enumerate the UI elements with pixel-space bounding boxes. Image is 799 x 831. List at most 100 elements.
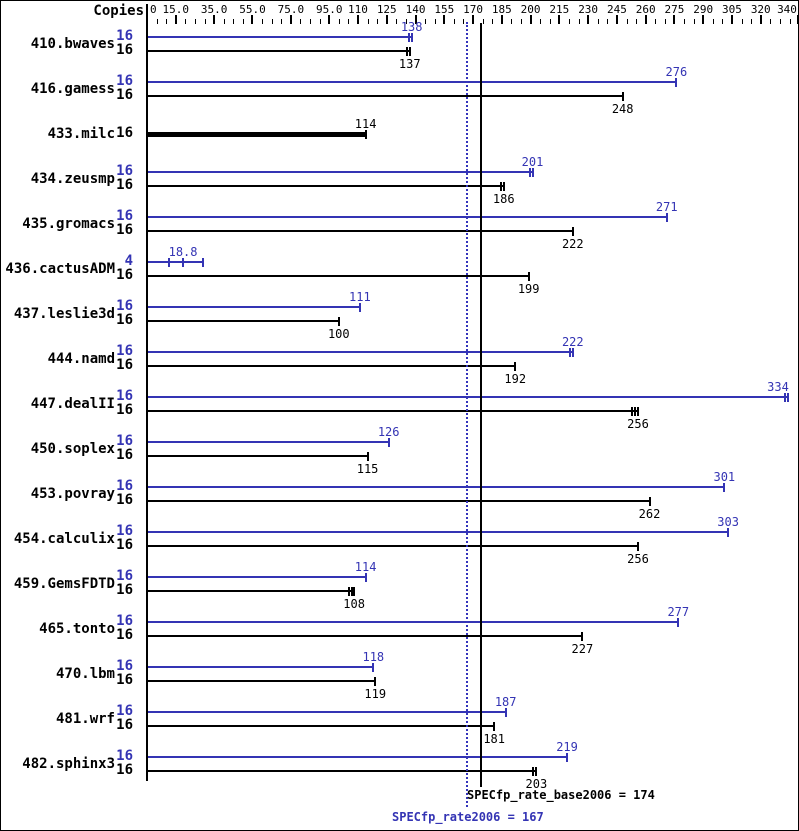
benchmark-label: 465.tonto xyxy=(39,621,115,637)
base-value-label: 119 xyxy=(364,687,387,701)
base-bar xyxy=(148,95,624,97)
x-axis-tick-label: 245 xyxy=(606,3,627,16)
peak-reference-line xyxy=(466,22,469,807)
base-bar xyxy=(148,590,356,592)
x-axis-minor-tick xyxy=(568,19,570,24)
x-axis-major-tick xyxy=(472,15,475,24)
peak-value-label: 111 xyxy=(349,290,371,304)
x-axis-tick-label: 260 xyxy=(635,3,656,16)
peak-bar xyxy=(148,396,789,398)
x-axis-minor-tick xyxy=(684,19,686,24)
peak-copies-label: 16 xyxy=(116,478,133,494)
copies-column-header: Copies xyxy=(93,3,144,19)
x-axis-tick-label: 290 xyxy=(693,3,714,16)
bar-end-tick xyxy=(637,407,639,416)
x-axis-minor-tick xyxy=(578,19,580,24)
peak-copies-label: 16 xyxy=(116,523,133,539)
x-axis-minor-tick xyxy=(367,19,369,24)
bar-end-tick xyxy=(621,92,624,101)
base-value-label: 114 xyxy=(354,117,377,131)
peak-value-label: 301 xyxy=(713,470,736,484)
x-axis-tick-label: 215 xyxy=(549,3,570,16)
bar-end-tick xyxy=(634,407,637,416)
benchmark-label: 470.lbm xyxy=(55,666,115,682)
peak-value-label: 222 xyxy=(561,335,584,349)
base-copies-label: 16 xyxy=(116,582,133,598)
peak-copies-label: 16 xyxy=(116,748,133,764)
x-axis-tick-label: 75.0 xyxy=(277,3,305,16)
bar-end-tick xyxy=(366,452,369,461)
base-value-label: 137 xyxy=(398,57,421,71)
bar-end-tick xyxy=(202,258,204,267)
x-axis-minor-tick xyxy=(185,19,187,24)
base-bar xyxy=(148,132,367,137)
bar-end-tick xyxy=(168,258,171,267)
x-axis-major-tick xyxy=(328,15,331,24)
bar-end-tick xyxy=(504,708,507,717)
x-axis-major-tick xyxy=(356,15,359,24)
x-axis-tick-label: 95.0 xyxy=(315,3,343,16)
peak-value-label: 187 xyxy=(494,695,517,709)
base-bar xyxy=(148,230,574,232)
bar-end-tick xyxy=(677,618,680,627)
x-axis-tick-label: 155 xyxy=(434,3,455,16)
bar-end-tick xyxy=(364,130,367,139)
x-axis-minor-tick xyxy=(166,19,168,24)
peak-copies-label: 16 xyxy=(116,73,133,89)
base-value-label: 100 xyxy=(327,327,350,341)
benchmark-label: 459.GemsFDTD xyxy=(13,576,115,592)
base-value-label: 227 xyxy=(571,642,594,656)
bar-end-tick xyxy=(387,438,390,447)
x-axis-major-tick xyxy=(385,15,388,24)
benchmark-label: 435.gromacs xyxy=(22,216,115,232)
base-bar xyxy=(148,455,369,457)
base-copies-label: 16 xyxy=(116,125,133,141)
peak-value-label: 18.8 xyxy=(168,245,198,259)
bar-end-tick xyxy=(372,663,375,672)
x-axis-tick-label: 320 xyxy=(750,3,771,16)
x-axis-tick-label: 305 xyxy=(722,3,742,16)
x-axis-tick-label: 140 xyxy=(405,3,426,16)
peak-value-label: 303 xyxy=(717,515,739,529)
peak-value-label: 277 xyxy=(667,605,690,619)
base-copies-label: 16 xyxy=(116,312,133,328)
x-axis-minor-tick xyxy=(233,19,235,24)
peak-bar xyxy=(148,576,367,578)
x-axis-tick-label: 110 xyxy=(348,3,368,16)
base-value-label: 115 xyxy=(356,462,379,476)
bar-end-tick xyxy=(727,528,730,537)
x-axis-major-tick xyxy=(615,15,618,24)
x-axis-minor-tick xyxy=(310,19,312,24)
peak-value-label: 334 xyxy=(767,380,789,394)
x-axis-minor-tick xyxy=(770,19,772,24)
x-axis-minor-tick xyxy=(693,19,695,24)
benchmark-label: 436.cactusADM xyxy=(5,261,115,277)
x-axis-minor-tick xyxy=(300,19,302,24)
base-value-label: 222 xyxy=(561,237,584,251)
benchmark-label: 434.zeusmp xyxy=(30,171,115,187)
benchmark-label: 482.sphinx3 xyxy=(22,756,115,772)
x-axis-minor-tick xyxy=(396,19,398,24)
base-result-text: SPECfp_rate_base2006 = 174 xyxy=(467,788,655,802)
bar-end-tick xyxy=(405,47,408,56)
benchmark-label: 481.wrf xyxy=(55,711,115,727)
base-value-label: 181 xyxy=(483,732,505,746)
bar-end-tick xyxy=(364,573,367,582)
x-axis-minor-tick xyxy=(425,19,427,24)
x-axis-tick-label: 230 xyxy=(578,3,599,16)
x-axis-minor-tick xyxy=(405,19,407,24)
x-axis-major-tick xyxy=(289,15,292,24)
base-value-label: 108 xyxy=(343,597,365,611)
base-copies-label: 16 xyxy=(116,717,133,733)
x-axis-minor-tick xyxy=(741,19,743,24)
bar-end-tick xyxy=(675,78,678,87)
peak-value-label: 118 xyxy=(362,650,385,664)
benchmark-label: 410.bwaves xyxy=(30,36,115,52)
base-value-label: 186 xyxy=(492,192,515,206)
x-axis-minor-tick xyxy=(482,19,484,24)
base-value-label: 256 xyxy=(627,417,649,431)
bar-end-tick xyxy=(637,542,639,551)
x-axis-minor-tick xyxy=(492,19,494,24)
x-axis-major-tick xyxy=(146,15,148,24)
peak-copies-label: 16 xyxy=(116,613,133,629)
